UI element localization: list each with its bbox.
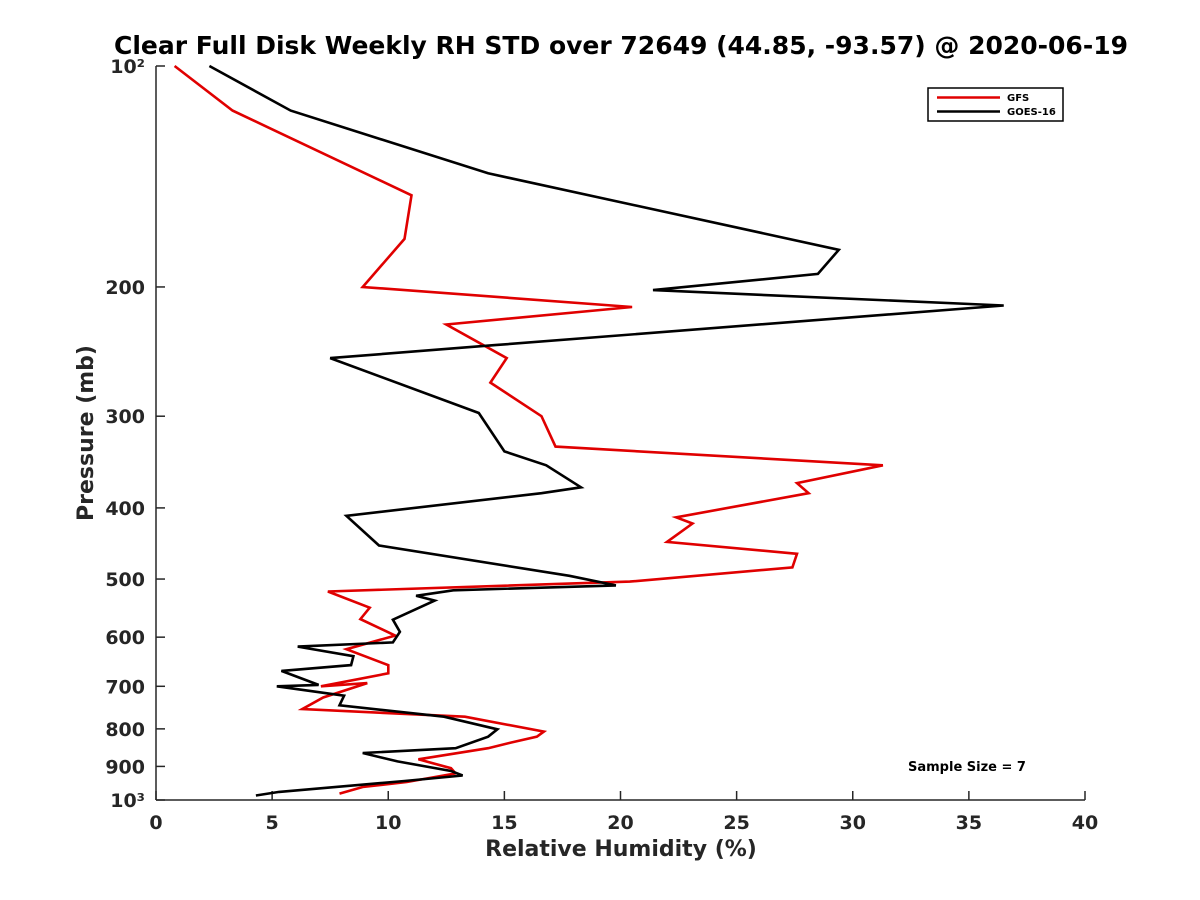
x-axis-label: Relative Humidity (%) <box>485 837 757 862</box>
y-tick-label: 800 <box>105 719 145 741</box>
y-tick-label: 900 <box>105 756 145 778</box>
legend: GFS GOES-16 <box>927 87 1064 122</box>
x-tick-label: 25 <box>723 812 749 834</box>
x-tick-label: 5 <box>266 812 279 834</box>
y-tick-label: 400 <box>105 498 145 520</box>
x-tick-label: 30 <box>840 812 866 834</box>
legend-label-goes16: GOES-16 <box>1007 107 1056 118</box>
x-tick-label: 10 <box>375 812 401 834</box>
x-tick-label: 15 <box>491 812 517 834</box>
chart-title: Clear Full Disk Weekly RH STD over 72649… <box>114 31 1128 60</box>
sample-size-annotation: Sample Size = 7 <box>908 760 1026 775</box>
y-axis-label: Pressure (mb) <box>74 345 99 521</box>
y-tick-label: 10² <box>110 56 145 78</box>
axes: 0 5 10 15 20 25 30 35 40 10² 200 300 400 500 600 700 800… <box>105 56 1098 834</box>
x-tick-label: 0 <box>149 812 162 834</box>
y-tick-label: 500 <box>105 569 145 591</box>
x-tick-label: 40 <box>1072 812 1098 834</box>
y-tick-label: 300 <box>105 406 145 428</box>
legend-label-gfs: GFS <box>1007 93 1029 104</box>
series-layer <box>173 64 1004 797</box>
x-tick-label: 20 <box>607 812 633 834</box>
legend-box <box>927 87 1064 122</box>
series-line-gfs <box>173 64 884 795</box>
y-tick-label: 200 <box>105 277 145 299</box>
x-tick-label: 35 <box>956 812 982 834</box>
y-tick-label: 700 <box>105 676 145 698</box>
series-line-goes16 <box>208 64 1004 797</box>
y-tick-label: 600 <box>105 627 145 649</box>
y-tick-label: 10³ <box>110 790 145 812</box>
